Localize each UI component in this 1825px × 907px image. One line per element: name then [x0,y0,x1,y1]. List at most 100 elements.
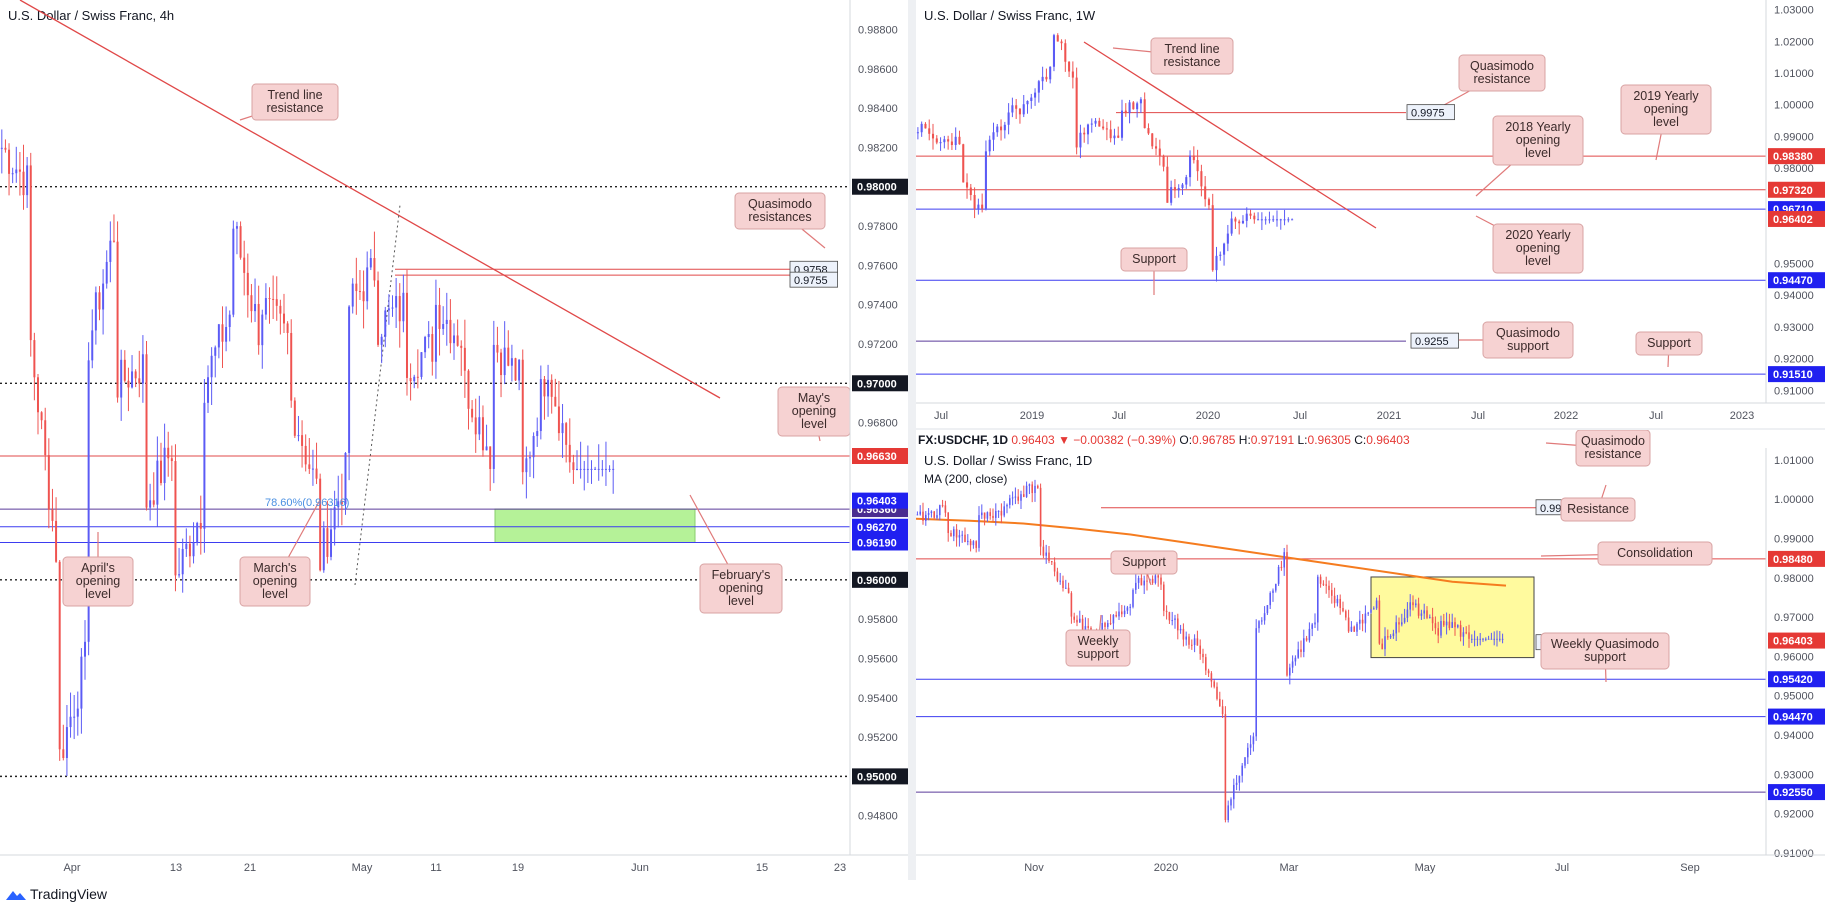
candle-body [1048,552,1050,561]
candle-body [275,299,278,306]
time-tick-label: Jun [631,862,649,874]
candle-body [1331,590,1333,596]
candle-body [510,358,513,366]
candle-body [1420,613,1423,616]
candle-body [8,149,11,174]
candle-body [261,314,264,346]
candle-body [1170,187,1173,203]
chart-panel-4h[interactable]: U.S. Dollar / Swiss Franc, 4h Trend line r… [0,0,908,880]
pane-divider-vertical[interactable] [908,0,916,880]
candle-body [1286,552,1288,676]
candle-body [0,147,3,149]
candle-body [579,468,582,470]
price-tag-label: 0.97000 [857,378,897,390]
time-tick-label: 2019 [1020,410,1044,422]
chart-panel-1d[interactable]: FX:USDCHF, 1D 0.96403 ▼ −0.00382 (−0.39%… [916,430,1825,880]
candle-body [1361,619,1364,624]
candle-body [1070,593,1073,617]
annotation-callout [251,83,339,121]
candle-body [1140,578,1143,586]
candle-body [1107,623,1109,627]
annotation-callout [1482,321,1574,359]
candle-body [1202,653,1204,658]
value-label: 0.9255 [1415,336,1449,348]
candle-body [1028,484,1031,486]
annotation-callout [1620,84,1712,135]
ma-legend: MA (200, close) [924,472,1007,486]
candle-body [141,354,144,384]
candle-body [925,514,927,521]
candle-body [1112,614,1115,624]
pane-divider-horizontal[interactable] [916,428,1825,430]
candle-body [1272,590,1274,593]
price-tag [852,571,908,588]
candle-body [1051,560,1053,563]
candle-body [1476,638,1479,640]
candle-body [958,535,961,538]
candle-body [456,335,459,346]
candle-body [1017,496,1019,501]
candle-body [1291,219,1294,221]
candle-body [1275,219,1279,221]
price-tick-label: 0.94000 [1774,730,1814,742]
chart-1d-svg[interactable]: FX:USDCHF, 1D 0.96403 ▼ −0.00382 (−0.39%… [916,430,1825,880]
candles-1w [916,33,1294,282]
candle-body [29,165,32,341]
candle-body [311,468,314,470]
candle-body [73,716,76,718]
candle-body [474,417,477,435]
candle-body [445,319,448,325]
candle-body [1412,602,1414,606]
price-tick-label: 0.94800 [858,811,898,823]
candle-body [279,305,282,314]
time-tick-label: 2021 [1377,410,1401,422]
price-tick-label: 0.93000 [1774,322,1814,334]
candle-body [941,505,944,507]
candle-body [1154,575,1157,583]
candle-body [1053,562,1056,572]
candle-body [1429,617,1431,619]
candle-body [44,420,47,456]
annotation-text: Support [1647,336,1691,350]
chart-panel-1w[interactable]: U.S. Dollar / Swiss Franc, 1W Trend line r… [916,0,1825,428]
candle-body [1227,805,1229,821]
candle-body [1257,219,1260,221]
candle-body [928,128,931,134]
candle-body [1431,617,1434,624]
candle-body [1052,35,1056,67]
tradingview-brand[interactable]: TradingView [6,886,107,902]
candle-body [981,512,983,516]
value-label-box [1406,104,1455,121]
candle-body [1370,609,1372,613]
candle-body [1471,638,1473,640]
candle-body [91,330,94,361]
price-tag [1768,148,1825,165]
candle-body [405,292,408,378]
time-tick-label: May [352,862,373,874]
candle-body [1291,661,1294,668]
candle-body [1041,76,1044,82]
time-tick-label: 2020 [1154,862,1178,874]
candle-body [931,133,935,139]
candle-body [955,529,958,538]
price-tick-label: 0.95600 [858,653,898,665]
candle-body [988,139,991,152]
candle-body [478,417,481,435]
candle-body [1459,625,1462,637]
price-tag-label: 0.91510 [1773,369,1813,381]
candle-body [1454,622,1456,628]
trend-line [1083,41,1377,229]
candle-body [188,543,191,557]
candle-body [981,204,984,209]
candle-body [159,460,162,484]
price-tag [1768,550,1825,567]
candle-body [156,460,159,505]
candles-4h [0,129,615,777]
candle-body [992,515,994,518]
candle-body [102,283,105,310]
annotation-text: support [1584,650,1626,664]
candle-body [604,468,607,470]
annotation-text: resistance [1585,447,1642,461]
